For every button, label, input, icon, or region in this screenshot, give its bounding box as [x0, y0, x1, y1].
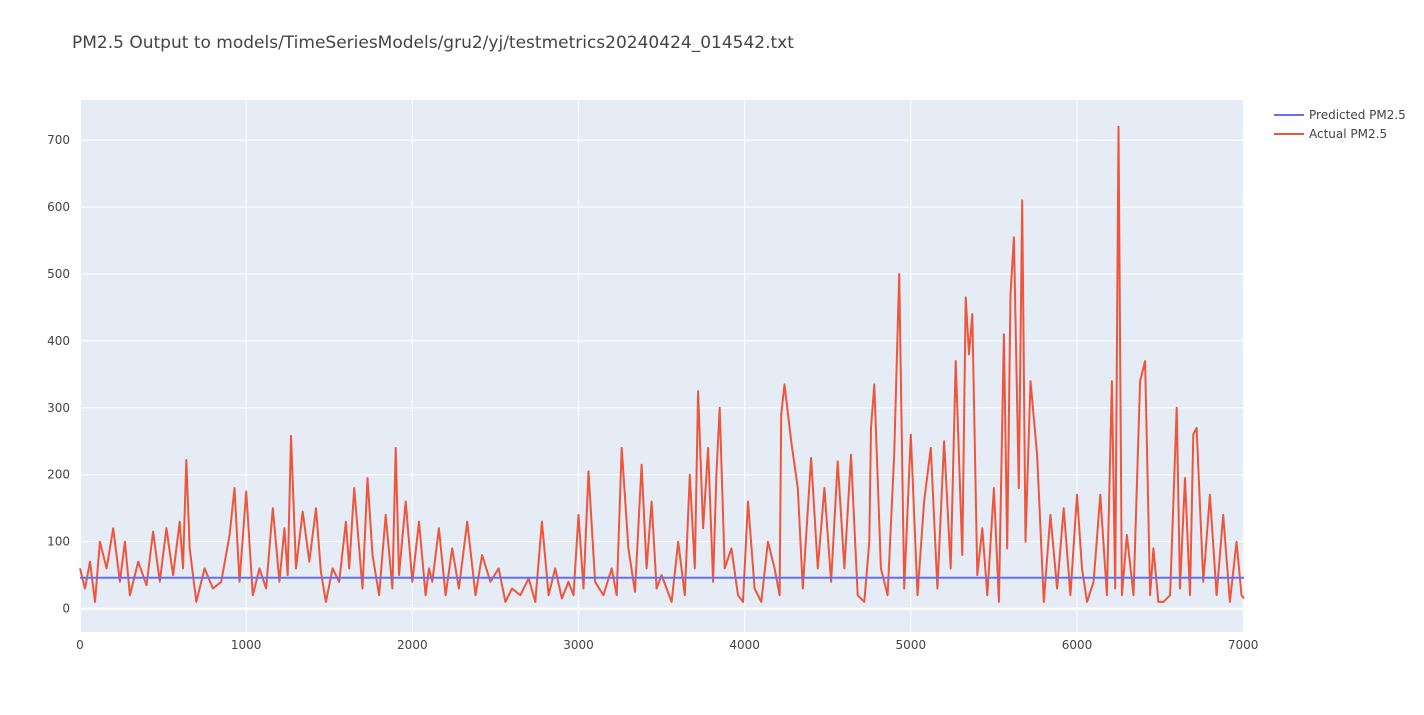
- y-tick-label: 400: [47, 334, 70, 348]
- series-layer: [79, 125, 1245, 603]
- legend-label: Actual PM2.5: [1309, 127, 1387, 141]
- y-tick-label: 100: [47, 535, 70, 549]
- x-tick-label: 2000: [397, 638, 428, 652]
- legend-item-actual[interactable]: Actual PM2.5: [1274, 127, 1387, 141]
- grid-layer: [79, 100, 1244, 632]
- x-tick-label: 7000: [1228, 638, 1259, 652]
- y-tick-label: 0: [62, 602, 70, 616]
- legend[interactable]: Predicted PM2.5 Actual PM2.5: [1274, 108, 1406, 141]
- legend-label: Predicted PM2.5: [1309, 108, 1406, 122]
- x-tick-label: 5000: [896, 638, 927, 652]
- x-tick-label: 0: [76, 638, 84, 652]
- plot-background: [80, 100, 1244, 632]
- x-tick-label: 6000: [1062, 638, 1093, 652]
- x-tick-label: 3000: [563, 638, 594, 652]
- series-line-actual: [79, 125, 1245, 603]
- x-tick-label: 4000: [729, 638, 760, 652]
- x-tick-label: 1000: [231, 638, 262, 652]
- legend-item-predicted[interactable]: Predicted PM2.5: [1274, 108, 1406, 122]
- chart-title: PM2.5 Output to models/TimeSeriesModels/…: [72, 33, 794, 53]
- y-tick-label: 200: [47, 468, 70, 482]
- y-tick-label: 600: [47, 200, 70, 214]
- y-tick-label: 500: [47, 267, 70, 281]
- y-tick-label: 300: [47, 401, 70, 415]
- y-tick-label: 700: [47, 133, 70, 147]
